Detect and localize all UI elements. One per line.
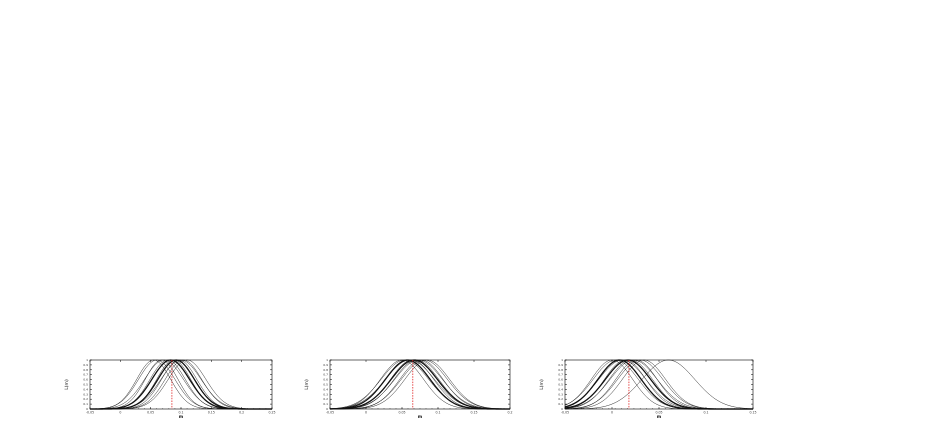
likelihood-curve [564, 359, 753, 410]
likelihood-curve [564, 359, 753, 410]
likelihood-curve [90, 359, 272, 410]
y-tick-label: 0.9 [83, 363, 88, 367]
y-tick-label: 1 [561, 358, 563, 362]
y-tick-label: 0.8 [323, 368, 328, 372]
y-axis-label: L(m) [304, 379, 310, 390]
plot-frame [564, 359, 754, 410]
likelihood-curve [330, 359, 511, 410]
y-tick-label: 0.3 [323, 392, 328, 396]
panel-1: 00.10.20.30.40.50.60.70.80.91-0.05 0 0.05 0… [64, 358, 276, 419]
likelihood-curve [330, 359, 511, 410]
x-tick-label: 0.1 [435, 411, 440, 415]
y-tick-label: 0.7 [83, 373, 88, 377]
y-tick-label: 0.2 [558, 397, 563, 401]
y-tick-label: 0.5 [83, 383, 88, 387]
y-tick-label: 1 [86, 358, 88, 362]
y-tick-label: 0.7 [558, 373, 563, 377]
panel-3: 00.10.20.30.40.50.60.70.80.91-0.05 0 0.05 0… [539, 358, 757, 419]
x-tick-label: 0.15 [470, 411, 477, 415]
x-axis-label: m [657, 414, 661, 419]
y-tick-label: 0.9 [558, 363, 563, 367]
panel-2: 00.10.20.30.40.50.60.70.80.91-0.05 0 0.05 0… [304, 358, 513, 419]
y-tick-label: 0.4 [323, 387, 328, 391]
y-tick-label: 0.7 [323, 373, 328, 377]
likelihood-curve [564, 359, 753, 410]
x-tick-label: 0 [611, 411, 613, 415]
likelihood-curve [564, 359, 753, 410]
likelihood-curve [564, 359, 753, 410]
x-tick-label: 0.2 [239, 411, 244, 415]
y-tick-label: 0.1 [83, 402, 88, 406]
likelihood-curve [564, 359, 753, 410]
likelihood-curve [564, 359, 753, 410]
y-tick-label: 0.8 [83, 368, 88, 372]
y-tick-label: 0.5 [323, 383, 328, 387]
x-tick-label: 0.15 [749, 411, 756, 415]
y-tick-label: 0.4 [558, 387, 563, 391]
x-tick-label: 0.05 [655, 411, 662, 415]
y-tick-label: 0.3 [83, 392, 88, 396]
x-tick-label: 0.15 [208, 411, 215, 415]
y-tick-label: 0.1 [558, 402, 563, 406]
x-tick-label: -0.05 [86, 411, 94, 415]
y-tick-label: 0.2 [323, 397, 328, 401]
y-tick-label: 0.2 [83, 397, 88, 401]
y-tick-label: 0.8 [558, 368, 563, 372]
y-tick-label: 0.6 [323, 378, 328, 382]
x-tick-label: -0.05 [326, 411, 334, 415]
likelihood-curve [564, 359, 753, 410]
y-tick-label: 0.1 [323, 402, 328, 406]
likelihood-curve [564, 359, 753, 410]
likelihood-curve [564, 359, 754, 410]
y-axis-label: L(m) [64, 379, 70, 390]
y-tick-label: 0 [326, 407, 328, 411]
likelihood-curve [564, 359, 753, 410]
x-tick-label: 0.05 [398, 411, 405, 415]
y-tick-label: 1 [326, 358, 328, 362]
y-tick-label: 0 [561, 407, 563, 411]
y-tick-label: 0.4 [83, 387, 88, 391]
y-tick-label: 0.6 [558, 378, 563, 382]
y-tick-label: 0.9 [323, 363, 328, 367]
y-tick-label: 0.3 [558, 392, 563, 396]
likelihood-curve [564, 359, 753, 410]
x-tick-label: 0.2 [507, 411, 512, 415]
x-tick-label: 0 [365, 411, 367, 415]
x-tick-label: 0 [119, 411, 121, 415]
y-tick-label: 0 [86, 407, 88, 411]
x-tick-label: 0.1 [703, 411, 708, 415]
x-axis-label: m [418, 414, 422, 419]
x-tick-label: 0.05 [147, 411, 154, 415]
x-axis-label: m [179, 414, 183, 419]
x-tick-label: -0.05 [561, 411, 569, 415]
y-tick-label: 0.6 [83, 378, 88, 382]
likelihood-curve [329, 359, 510, 410]
y-axis-label: L(m) [539, 379, 545, 390]
y-tick-label: 0.5 [558, 383, 563, 387]
x-tick-label: 0.25 [268, 411, 275, 415]
x-tick-label: 0.1 [178, 411, 183, 415]
